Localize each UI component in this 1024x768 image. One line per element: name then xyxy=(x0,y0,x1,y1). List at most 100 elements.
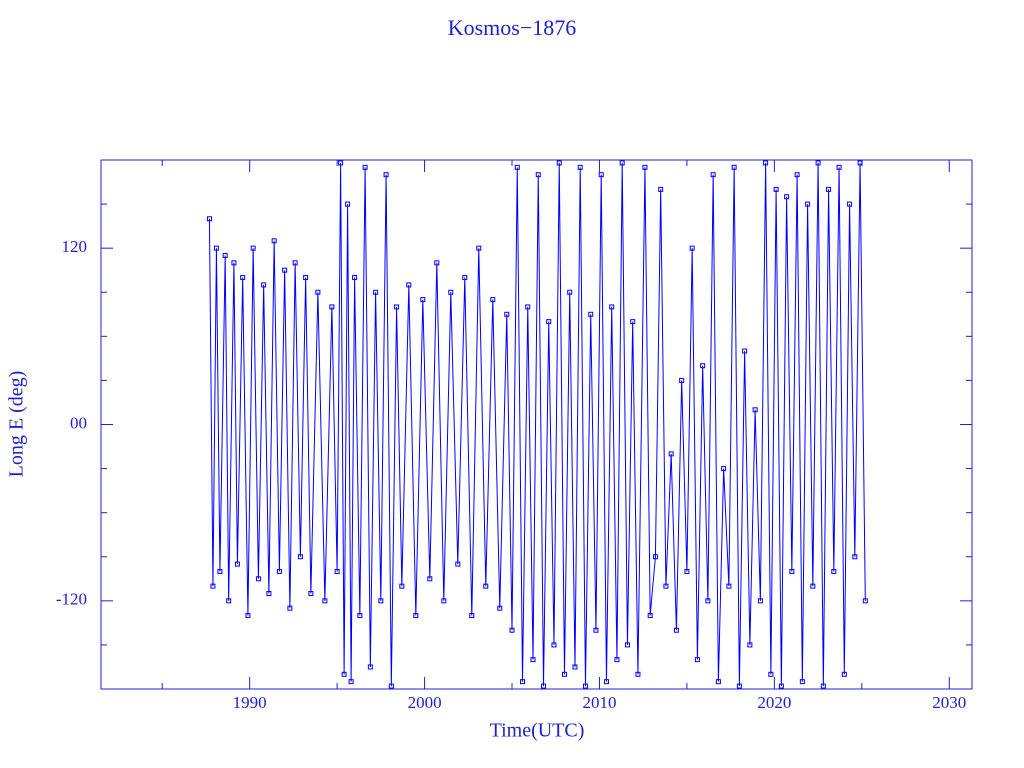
data-point xyxy=(778,683,784,689)
data-point xyxy=(588,311,594,317)
data-point xyxy=(476,245,482,251)
data-point xyxy=(726,583,732,589)
data-point xyxy=(240,275,246,281)
data-point xyxy=(255,576,261,582)
data-point xyxy=(582,683,588,689)
data-point xyxy=(329,304,335,310)
data-point xyxy=(373,289,379,295)
data-point xyxy=(282,267,288,273)
data-point xyxy=(736,683,742,689)
data-point xyxy=(462,275,468,281)
data-point xyxy=(652,554,658,560)
data-point xyxy=(694,657,700,663)
data-point xyxy=(603,679,609,685)
data-point xyxy=(742,348,748,354)
data-point xyxy=(635,671,641,677)
data-point xyxy=(497,605,503,611)
x-tick-label: 2030 xyxy=(932,693,966,712)
data-point xyxy=(213,245,219,251)
data-point xyxy=(448,289,454,295)
data-point xyxy=(572,664,578,670)
data-point xyxy=(614,657,620,663)
data-point xyxy=(710,172,716,178)
data-point xyxy=(520,679,526,685)
data-point xyxy=(577,164,583,170)
data-point xyxy=(663,583,669,589)
series-line xyxy=(208,162,866,687)
data-point xyxy=(341,671,347,677)
data-point xyxy=(206,216,212,222)
data-point xyxy=(805,201,811,207)
data-point xyxy=(352,275,358,281)
data-point xyxy=(789,568,795,574)
data-point xyxy=(383,172,389,178)
data-point xyxy=(250,245,256,251)
data-point xyxy=(455,561,461,567)
data-point xyxy=(624,642,630,648)
data-point xyxy=(700,363,706,369)
data-point xyxy=(593,627,599,633)
data-point xyxy=(322,598,328,604)
data-point xyxy=(752,407,758,413)
data-point xyxy=(210,583,216,589)
data-point xyxy=(731,164,737,170)
x-axis-label: Time(UTC) xyxy=(490,720,585,742)
data-point xyxy=(857,160,863,166)
data-point xyxy=(668,451,674,457)
data-point xyxy=(490,297,496,303)
data-point xyxy=(836,164,842,170)
data-point xyxy=(222,253,228,259)
data-point xyxy=(345,201,351,207)
data-point xyxy=(362,164,368,170)
data-point xyxy=(420,297,426,303)
data-point xyxy=(276,568,282,574)
y-tick-label: 120 xyxy=(62,237,88,256)
data-point xyxy=(556,160,562,166)
data-point xyxy=(768,671,774,677)
data-point xyxy=(826,186,832,192)
data-point xyxy=(684,568,690,574)
data-point xyxy=(773,186,779,192)
data-point xyxy=(509,627,515,633)
data-point xyxy=(546,319,552,325)
data-point xyxy=(234,561,240,567)
data-point xyxy=(784,194,790,200)
data-point xyxy=(271,238,277,244)
data-point xyxy=(266,590,272,596)
data-point xyxy=(794,172,800,178)
data-point xyxy=(525,304,531,310)
y-tick-label: -120 xyxy=(56,590,87,609)
data-point xyxy=(540,683,546,689)
data-point xyxy=(427,576,433,582)
data-point xyxy=(852,554,858,560)
data-point xyxy=(679,377,685,383)
data-point xyxy=(567,289,573,295)
data-point xyxy=(378,598,384,604)
data-point xyxy=(757,598,763,604)
data-point xyxy=(297,554,303,560)
data-point xyxy=(338,160,344,166)
data-point xyxy=(348,679,354,685)
data-point xyxy=(619,160,625,166)
data-point xyxy=(747,642,753,648)
data-point xyxy=(658,186,664,192)
x-tick-label: 1990 xyxy=(233,693,267,712)
data-point xyxy=(561,671,567,677)
y-axis-label: Long E (deg) xyxy=(6,371,28,478)
data-point xyxy=(504,311,510,317)
data-point xyxy=(642,164,648,170)
data-point xyxy=(434,260,440,266)
data-point xyxy=(647,613,653,619)
data-point xyxy=(862,598,868,604)
data-point xyxy=(799,679,805,685)
data-point xyxy=(394,304,400,310)
data-point xyxy=(308,590,314,596)
data-point xyxy=(367,664,373,670)
data-point xyxy=(841,671,847,677)
data-point xyxy=(334,568,340,574)
data-point xyxy=(847,201,853,207)
data-point xyxy=(820,683,826,689)
x-tick-label: 2010 xyxy=(582,693,616,712)
